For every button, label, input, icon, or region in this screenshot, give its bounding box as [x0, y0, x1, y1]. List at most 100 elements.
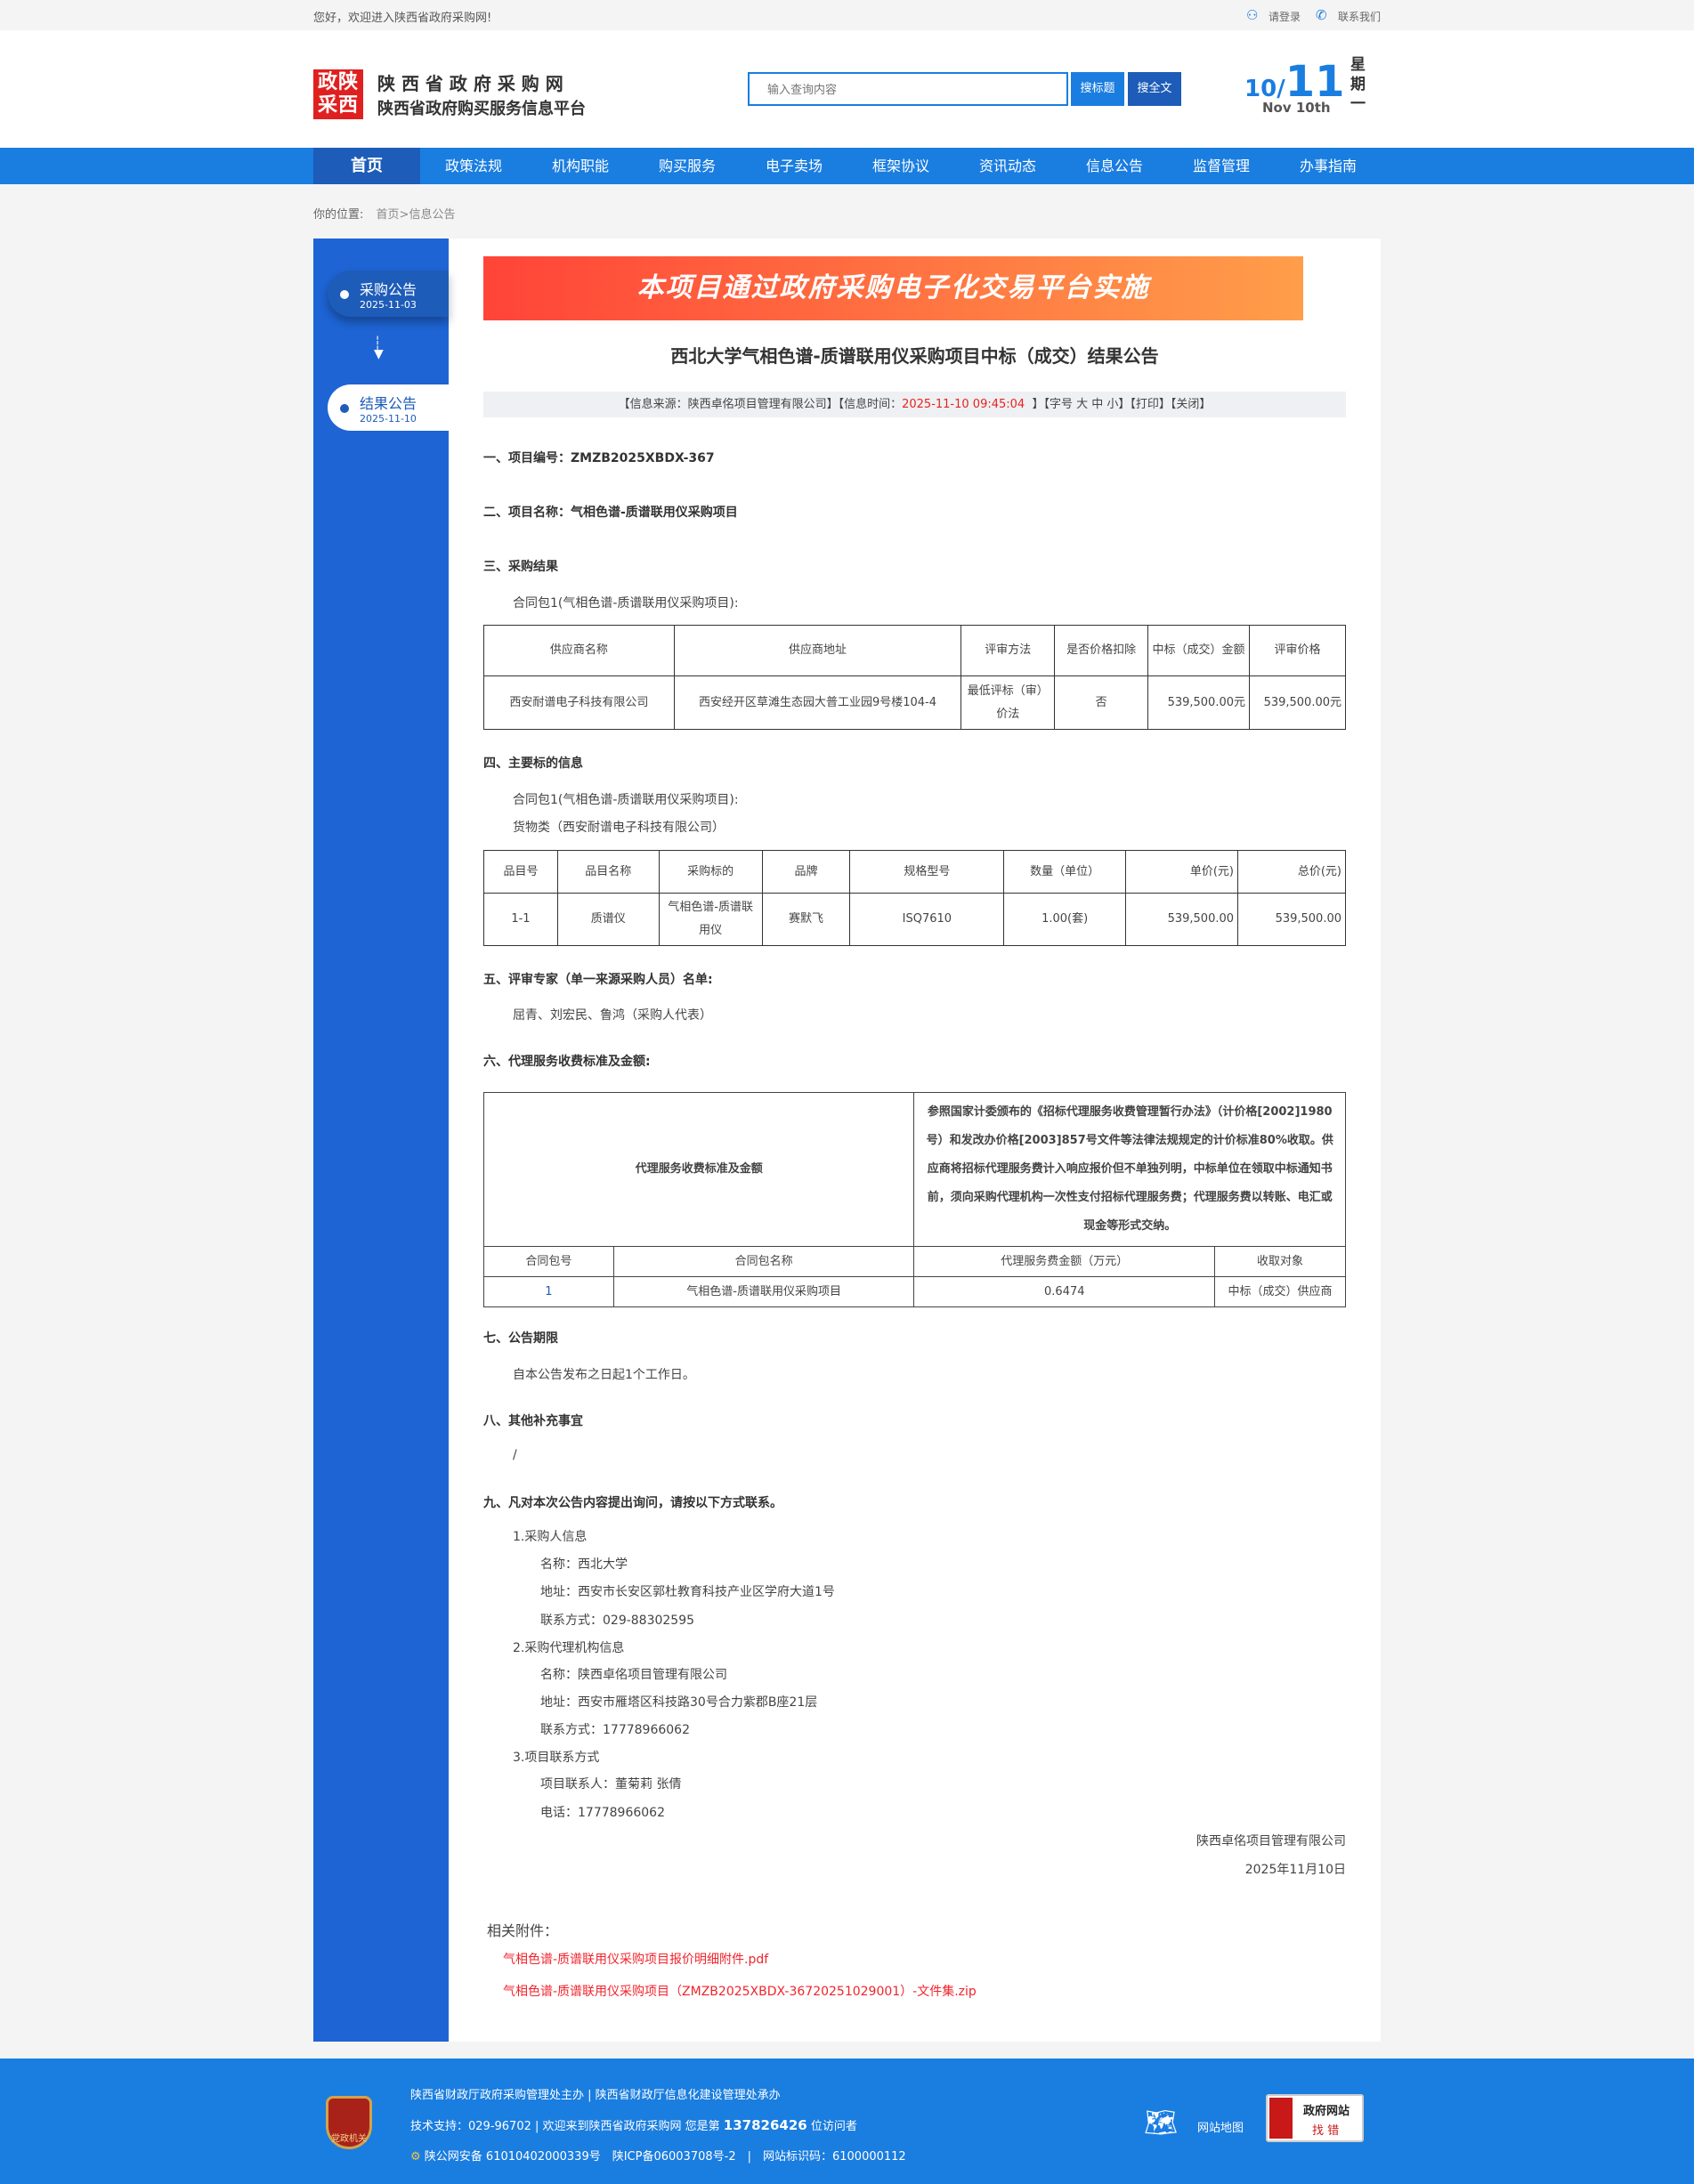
- close-link[interactable]: 【关闭】: [1170, 398, 1212, 411]
- badge-text: 党政机关: [331, 2134, 367, 2144]
- cell: 中标（成交）供应商: [1214, 1276, 1346, 1307]
- nav-purchase-service[interactable]: 购买服务: [658, 158, 716, 174]
- timeline-label: 结果公告: [360, 395, 417, 412]
- header-cell: 评审价格: [1249, 625, 1346, 676]
- footer-support: 技术支持：029-96702 | 欢迎来到陕西省政府采购网 您是第 137826…: [410, 2116, 857, 2133]
- contact-line: 地址：西安市雁塔区科技路30号合力紫郡B座21层: [540, 1695, 818, 1710]
- cell: 赛默飞: [761, 893, 851, 946]
- header-cell: 合同包号: [483, 1246, 614, 1277]
- table-header-row: 供应商名称 供应商地址 评审方法 是否价格扣除 中标（成交）金额 评审价格: [483, 625, 1346, 676]
- breadcrumb: 你的位置: 首页>信息公告: [313, 205, 455, 222]
- contact-line: 名称：西北大学: [540, 1557, 628, 1572]
- map-icon[interactable]: 🗺: [1144, 2107, 1179, 2139]
- contact-line: 3.项目联系方式: [513, 1751, 600, 1765]
- package-label: 合同包1(气相色谱-质谱联用仪采购项目):: [513, 596, 739, 611]
- info-time: 2025-11-10 09:45:04: [902, 398, 1025, 411]
- fee-label-cell: 代理服务收费标准及金额: [482, 1092, 915, 1247]
- breadcrumb-current: >信息公告: [399, 208, 456, 222]
- header-cell: 中标（成交）金额: [1147, 625, 1250, 676]
- cell: 气相色谱-质谱联用仪: [658, 893, 763, 946]
- phone-icon: ✆: [1316, 7, 1327, 23]
- footer: 党政机关 陕西省财政厅政府采购管理处主办 | 陕西省财政厅信息化建设管理处承办 …: [0, 2059, 1694, 2184]
- print-link[interactable]: 【打印】: [1130, 398, 1171, 411]
- section-experts: 五、评审专家（单一来源采购人员）名单:: [483, 973, 713, 987]
- font-size-control[interactable]: 【字号 大 中 小】: [1043, 398, 1131, 411]
- dot-icon: [340, 290, 349, 299]
- cell: 否: [1054, 675, 1149, 730]
- timeline-item-procurement[interactable]: 采购公告 2025-11-03: [328, 271, 449, 317]
- period-text: 自本公告发布之日起1个工作日。: [513, 1368, 695, 1382]
- header-cell: 收取对象: [1214, 1246, 1346, 1277]
- result-table: 供应商名称 供应商地址 评审方法 是否价格扣除 中标（成交）金额 评审价格 西安耐谱电子科…: [483, 625, 1346, 730]
- contact-link[interactable]: 联系我们: [1338, 11, 1382, 23]
- section-contacts: 九、凡对本次公告内容提出询问，请按以下方式联系。: [483, 1496, 782, 1510]
- header-cell: 合同包名称: [612, 1246, 915, 1277]
- magnifier-icon: [1269, 2098, 1293, 2139]
- nav-notices[interactable]: 信息公告: [1085, 158, 1143, 174]
- footer-sponsor: 陕西省财政厅政府采购管理处主办 | 陕西省财政厅信息化建设管理处承办: [410, 2089, 781, 2102]
- cell: 1.00(套): [1003, 893, 1127, 946]
- visit-count: 137826426: [723, 2117, 807, 2133]
- experts-list: 屈青、刘宏民、鲁鸿（采购人代表）: [513, 1008, 712, 1023]
- table-row: 1 气相色谱-质谱联用仪采购项目 0.6474 中标（成交）供应商: [483, 1276, 1346, 1307]
- date-english: Nov 10th: [1262, 100, 1331, 116]
- breadcrumb-home[interactable]: 首页: [376, 208, 400, 222]
- timeline-item-result[interactable]: 结果公告 2025-11-10: [328, 384, 449, 431]
- cell: 西安耐谱电子科技有限公司: [483, 675, 675, 730]
- contact-line: 项目联系人：董菊莉 张倩: [540, 1777, 682, 1792]
- timeline-date: 2025-11-10: [360, 413, 417, 425]
- header-cell: 供应商名称: [483, 625, 675, 676]
- section-main-items: 四、主要标的信息: [483, 756, 583, 771]
- party-government-badge[interactable]: 党政机关: [326, 2096, 372, 2149]
- date-display: 10/11: [1244, 57, 1345, 107]
- table-row: 1-1 质谱仪 气相色谱-质谱联用仪 赛默飞 ISQ7610 1.00(套) 539,500…: [483, 893, 1346, 946]
- info-source: 【信息来源：陕西卓佲项目管理有限公司】: [618, 398, 839, 411]
- page-title: 西北大学气相色谱-质谱联用仪采购项目中标（成交）结果公告: [670, 345, 1159, 367]
- section-period: 七、公告期限: [483, 1331, 558, 1346]
- main-nav: 首页 政策法规 机构职能 购买服务 电子卖场 框架协议 资讯动态 信息公告 监督…: [0, 148, 1694, 184]
- user-icon: ⚇: [1246, 7, 1259, 23]
- attachment-link[interactable]: 气相色谱-质谱联用仪采购项目（ZMZB2025XBDX-367202510290…: [503, 1985, 977, 1999]
- package-label: 合同包1(气相色谱-质谱联用仪采购项目):: [513, 793, 739, 807]
- dot-icon: [340, 404, 349, 413]
- nav-e-mall[interactable]: 电子卖场: [765, 158, 823, 174]
- search-title-button[interactable]: 搜标题: [1071, 72, 1124, 106]
- search-full-button[interactable]: 搜全文: [1128, 72, 1181, 106]
- section-result: 三、采购结果: [483, 560, 558, 574]
- signature-org: 陕西卓佲项目管理有限公司: [1196, 1834, 1346, 1848]
- nav-framework[interactable]: 框架协议: [871, 158, 929, 174]
- sitemap-link[interactable]: 网站地图: [1197, 2122, 1244, 2135]
- nav-policy[interactable]: 政策法规: [444, 158, 502, 174]
- attachment-link[interactable]: 气相色谱-质谱联用仪采购项目报价明细附件.pdf: [503, 1953, 769, 1967]
- table-row: 代理服务收费标准及金额 参照国家计委颁布的《招标代理服务收费管理暂行办法》（计价…: [482, 1092, 1346, 1247]
- nav-supervision[interactable]: 监督管理: [1192, 158, 1250, 174]
- find-error-label: 找 错: [1312, 2124, 1340, 2138]
- gov-site-error-report[interactable]: 政府网站 找 错: [1266, 2094, 1364, 2142]
- goods-label: 货物类（西安耐谱电子科技有限公司）: [513, 821, 725, 835]
- header-cell: 品牌: [761, 850, 851, 894]
- nav-guide[interactable]: 办事指南: [1299, 158, 1357, 174]
- contact-line: 2.采购代理机构信息: [513, 1641, 625, 1655]
- weekday: 星期一: [1350, 56, 1366, 113]
- welcome-text: 您好，欢迎进入陕西省政府采购网!: [313, 12, 492, 25]
- date-day: 11: [1285, 57, 1345, 107]
- header-cell: 总价(元): [1237, 850, 1346, 894]
- login-link[interactable]: 请登录: [1268, 11, 1301, 23]
- footer-registration: ⚙ 陕公网安备 61010402000339号 陕ICP备06003708号-2…: [410, 2147, 906, 2164]
- nav-home[interactable]: 首页: [313, 148, 420, 184]
- nav-news[interactable]: 资讯动态: [978, 158, 1036, 174]
- site-logo[interactable]: 政陕 采西: [313, 69, 363, 119]
- section-project-name: 二、项目名称：气相色谱-质谱联用仪采购项目: [483, 506, 738, 520]
- timeline-sidebar: 采购公告 2025-11-03 ┆ ▼ 结果公告 2025-11-10: [313, 239, 449, 2042]
- search-input[interactable]: [748, 72, 1068, 106]
- cell: 1-1: [483, 893, 558, 946]
- cell: 539,500.00元: [1147, 675, 1250, 730]
- contact-line: 联系方式：17778966062: [540, 1723, 690, 1737]
- table-header-row: 品目号 品目名称 采购标的 品牌 规格型号 数量（单位） 单价(元) 总价(元): [483, 850, 1346, 894]
- signature-date: 2025年11月10日: [1244, 1863, 1346, 1877]
- items-table: 品目号 品目名称 采购标的 品牌 规格型号 数量（单位） 单价(元) 总价(元) 1-1 质谱仪…: [483, 850, 1346, 946]
- nav-functions[interactable]: 机构职能: [551, 158, 609, 174]
- contact-line: 联系方式：029-88302595: [540, 1614, 695, 1628]
- info-time-label: 【信息时间：: [838, 398, 903, 411]
